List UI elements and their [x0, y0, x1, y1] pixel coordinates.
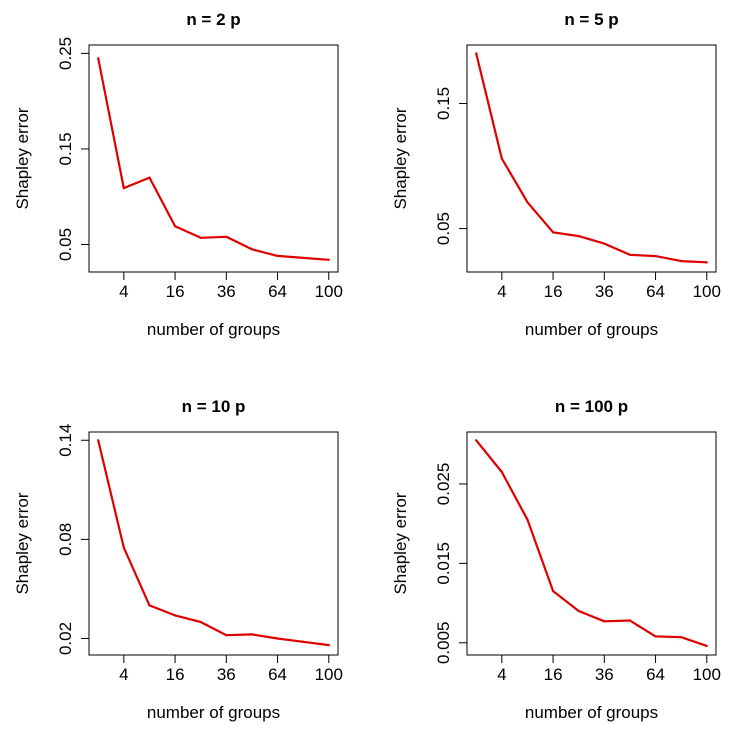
x-tick-label: 16	[166, 665, 185, 684]
series-line	[475, 53, 707, 264]
chart-panel-1: n = 2 p 4 16 36 64 100 0.05 0.15 0.25 number of g…	[13, 10, 343, 339]
data-point	[654, 635, 657, 638]
data-point	[302, 640, 305, 643]
data-point	[680, 636, 683, 639]
plot-frame	[88, 431, 339, 656]
series-line	[97, 440, 329, 647]
data-point	[680, 259, 683, 263]
data-point	[148, 176, 151, 179]
x-tick-label: 36	[595, 282, 614, 301]
data-point	[577, 609, 580, 613]
data-point	[250, 248, 254, 251]
x-tick-label: 4	[497, 665, 506, 684]
x-tick-label: 100	[693, 282, 721, 301]
data-point	[97, 57, 100, 60]
data-point	[475, 52, 478, 55]
y-tick-label: 0.15	[434, 87, 453, 120]
x-tick-label: 4	[119, 282, 128, 301]
data-point	[500, 470, 503, 474]
y-axis-label: Shapley error	[13, 492, 32, 594]
data-point	[199, 236, 202, 239]
series-line	[97, 57, 329, 261]
data-point	[97, 439, 100, 442]
data-point	[603, 620, 606, 623]
chart-panel-3: n = 10 p 4 16 36 64 100 0.02 0.08 0.14 number of …	[13, 397, 343, 722]
x-tick-label: 4	[119, 665, 128, 684]
data-point	[173, 225, 177, 228]
data-point	[225, 634, 228, 637]
y-tick-label: 0.025	[434, 463, 453, 506]
x-tick-label: 16	[544, 282, 563, 301]
data-point	[327, 258, 330, 261]
data-point	[526, 201, 529, 204]
data-point	[173, 614, 177, 617]
y-tick-label: 0.05	[434, 212, 453, 245]
x-tick-label: 16	[544, 665, 563, 684]
plot-frame	[466, 44, 717, 273]
y-tick-label: 0.05	[56, 228, 75, 261]
data-point	[122, 187, 125, 190]
data-point	[276, 637, 279, 640]
series-line	[475, 439, 708, 647]
data-point	[225, 235, 228, 238]
y-tick-label: 0.02	[56, 622, 75, 655]
x-axis-label: number of groups	[147, 320, 280, 339]
data-point	[148, 604, 151, 607]
x-tick-label: 36	[217, 282, 236, 301]
y-axis-label: Shapley error	[13, 107, 32, 209]
data-point	[199, 620, 202, 624]
data-point	[705, 644, 708, 648]
x-tick-label: 4	[497, 282, 506, 301]
y-axis-label: Shapley error	[391, 107, 410, 209]
y-tick-label: 0.14	[56, 424, 75, 457]
data-point	[475, 439, 478, 442]
x-axis-label: number of groups	[525, 703, 658, 722]
y-tick-label: 0.15	[56, 132, 75, 165]
x-tick-label: 64	[268, 282, 287, 301]
y-tick-label: 0.015	[434, 542, 453, 585]
data-point	[526, 518, 529, 521]
x-tick-label: 100	[315, 665, 343, 684]
data-point	[276, 254, 279, 258]
plot-frame	[88, 44, 339, 273]
data-point	[628, 619, 632, 622]
data-point	[327, 643, 330, 647]
data-point	[628, 253, 632, 256]
data-point	[551, 231, 555, 234]
y-tick-label: 0.25	[56, 37, 75, 70]
chart-title: n = 10 p	[182, 397, 246, 416]
data-point	[302, 256, 305, 259]
chart-title: n = 2 p	[186, 10, 240, 29]
data-point	[122, 546, 125, 549]
chart-title: n = 5 p	[564, 10, 618, 29]
x-tick-label: 64	[268, 665, 287, 684]
data-point	[603, 242, 606, 245]
data-point	[551, 590, 555, 593]
data-point	[705, 261, 708, 264]
x-tick-label: 16	[166, 282, 185, 301]
data-point	[577, 234, 580, 238]
chart-panel-4: n = 100 p 4 16 36 64 100 0.005 0.015 0.025 number…	[391, 397, 721, 722]
y-axis-label: Shapley error	[391, 492, 410, 594]
x-tick-label: 36	[217, 665, 236, 684]
x-axis-label: number of groups	[525, 320, 658, 339]
x-tick-label: 64	[646, 665, 665, 684]
y-tick-label: 0.08	[56, 523, 75, 556]
x-tick-label: 64	[646, 282, 665, 301]
x-tick-label: 36	[595, 665, 614, 684]
data-point	[500, 157, 503, 160]
x-axis-label: number of groups	[147, 703, 280, 722]
chart-title: n = 100 p	[555, 397, 628, 416]
plot-frame	[466, 431, 717, 656]
chart-panel-2: n = 5 p 4 16 36 64 100 0.05 0.15 number of group…	[391, 10, 721, 339]
data-point	[250, 633, 254, 636]
x-tick-label: 100	[315, 282, 343, 301]
x-tick-label: 100	[693, 665, 721, 684]
data-point	[654, 254, 657, 258]
y-tick-label: 0.005	[434, 621, 453, 664]
